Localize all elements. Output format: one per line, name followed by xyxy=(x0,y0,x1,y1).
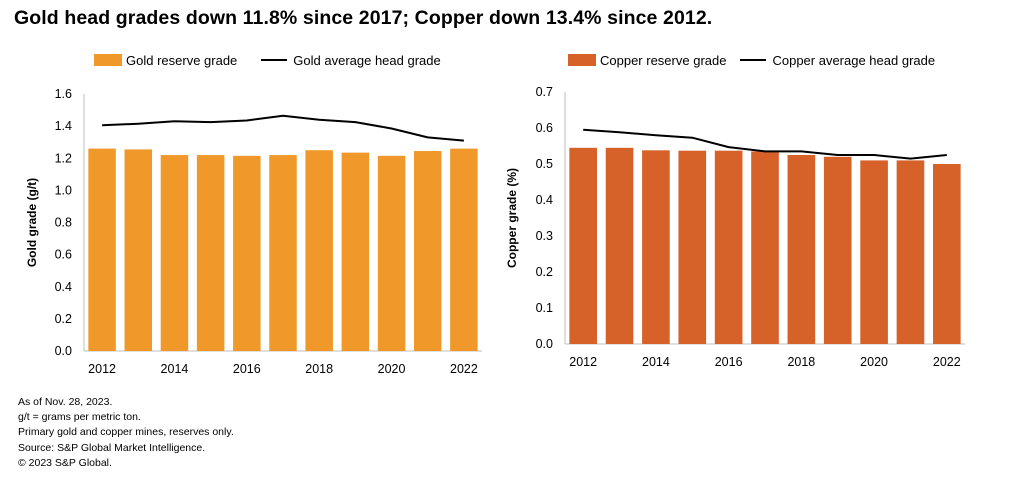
legend-item-gold-head: Gold average head grade xyxy=(261,52,441,68)
y-tick-label: 0.0 xyxy=(55,344,72,358)
legend-label: Copper reserve grade xyxy=(600,52,727,68)
y-tick-label: 0.2 xyxy=(55,312,72,326)
x-tick-label: 2022 xyxy=(450,362,478,376)
bar-2018 xyxy=(305,150,333,351)
copper-legend: Copper reserve grade Copper average head… xyxy=(568,51,935,69)
bar-2016 xyxy=(714,150,743,344)
footnote-copyright: © 2023 S&P Global. xyxy=(18,456,112,469)
bar-2020 xyxy=(860,160,888,344)
bar-2014 xyxy=(160,155,189,351)
bar-2015 xyxy=(196,155,225,351)
x-tick-label: 2016 xyxy=(233,362,261,376)
bar-2017 xyxy=(751,151,779,344)
y-tick-label: 0.4 xyxy=(55,280,72,294)
footnote-source: Source: S&P Global Market Intelligence. xyxy=(18,441,206,454)
legend-label: Copper average head grade xyxy=(772,52,936,68)
bar-2013 xyxy=(124,149,153,351)
bar-2019 xyxy=(823,156,852,344)
bar-2021 xyxy=(413,151,442,351)
copper-bar-swatch xyxy=(568,54,596,66)
gold-bar-swatch xyxy=(94,54,122,66)
y-tick-label: 0.6 xyxy=(55,248,72,262)
x-tick-label: 2022 xyxy=(933,355,961,369)
x-tick-label: 2012 xyxy=(88,362,116,376)
bar-2022 xyxy=(450,148,478,351)
legend-label: Gold average head grade xyxy=(293,52,441,68)
y-tick-label: 0.3 xyxy=(536,229,553,243)
footnote-units: g/t = grams per metric ton. xyxy=(18,411,141,424)
x-tick-label: 2012 xyxy=(569,355,597,369)
y-tick-label: 0.2 xyxy=(536,265,553,279)
x-tick-label: 2018 xyxy=(305,362,333,376)
y-tick-label: 0.0 xyxy=(536,337,553,351)
footnote-date: As of Nov. 28, 2023. xyxy=(18,396,113,408)
bar-2019 xyxy=(341,152,370,351)
bar-2020 xyxy=(377,155,406,351)
y-axis-title: Copper grade (%) xyxy=(505,168,519,268)
chart-title: Gold head grades down 11.8% since 2017; … xyxy=(14,7,713,29)
bar-2021 xyxy=(896,160,925,344)
legend-label: Gold reserve grade xyxy=(126,52,238,68)
bar-2013 xyxy=(605,147,634,344)
bar-2014 xyxy=(642,150,670,344)
y-tick-label: 1.2 xyxy=(55,151,72,165)
bar-2016 xyxy=(233,155,261,351)
bar-2015 xyxy=(678,150,707,344)
legend-item-gold-reserve: Gold reserve grade xyxy=(94,53,237,68)
bar-2022 xyxy=(933,164,961,344)
y-tick-label: 0.5 xyxy=(536,157,553,171)
x-tick-label: 2020 xyxy=(378,362,406,376)
footnotes: As of Nov. 28, 2023. g/t = grams per met… xyxy=(18,395,234,471)
y-tick-label: 0.7 xyxy=(536,85,553,99)
y-tick-label: 0.8 xyxy=(55,216,72,230)
bar-2012 xyxy=(88,148,116,351)
y-tick-label: 1.4 xyxy=(55,119,72,133)
y-tick-label: 1.0 xyxy=(55,183,72,197)
footnote-scope: Primary gold and copper mines, reserves … xyxy=(18,426,234,439)
x-tick-label: 2014 xyxy=(642,355,670,369)
y-tick-label: 1.6 xyxy=(55,87,72,101)
x-tick-label: 2018 xyxy=(787,355,815,369)
x-tick-label: 2016 xyxy=(715,355,743,369)
y-tick-label: 0.6 xyxy=(536,121,553,135)
y-axis-title: Gold grade (g/t) xyxy=(25,178,39,267)
legend-item-copper-head: Copper average head grade xyxy=(740,53,935,68)
gold-legend: Gold reserve grade Gold average head gra… xyxy=(94,51,441,69)
gold-line-swatch xyxy=(261,59,288,61)
y-tick-label: 0.1 xyxy=(536,301,553,315)
bar-2018 xyxy=(787,155,816,344)
x-tick-label: 2014 xyxy=(161,362,189,376)
copper-line-swatch xyxy=(740,59,767,61)
y-tick-label: 0.4 xyxy=(536,193,553,207)
bar-2017 xyxy=(269,155,297,351)
bar-2012 xyxy=(569,147,597,344)
x-tick-label: 2020 xyxy=(860,355,888,369)
legend-item-copper-reserve: Copper reserve grade xyxy=(568,53,726,68)
